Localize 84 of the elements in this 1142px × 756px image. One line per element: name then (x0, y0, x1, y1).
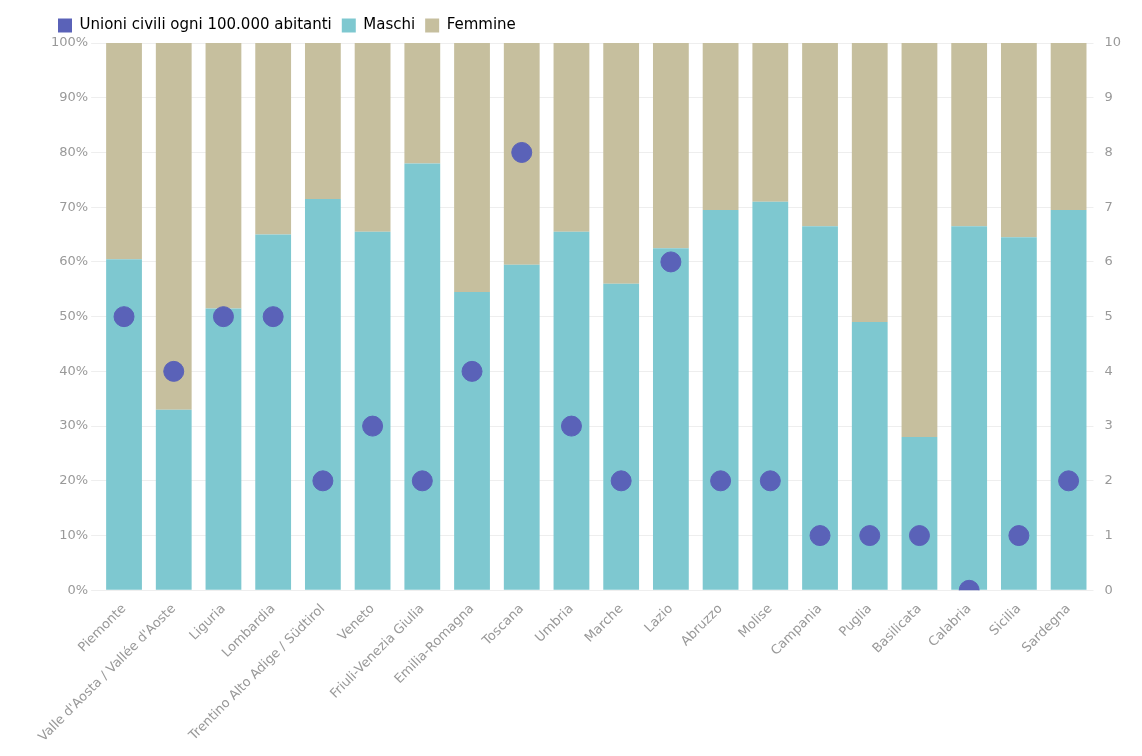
y2-tick-label: 3 (1104, 417, 1113, 433)
y2-tick-label: 2 (1104, 472, 1113, 488)
bar (304, 198, 341, 590)
bar (205, 43, 242, 309)
point (163, 360, 185, 382)
bar (255, 43, 292, 235)
bar (603, 43, 640, 284)
y2-tick-label: 10 (1104, 34, 1121, 50)
point (560, 415, 582, 437)
bar (553, 43, 590, 232)
y-tick-label: 10% (59, 526, 89, 542)
y2-tick-label: 1 (1104, 526, 1113, 542)
point (262, 306, 284, 328)
point (312, 470, 334, 492)
y2-tick-label: 7 (1104, 198, 1113, 214)
bar (603, 283, 640, 590)
bar (752, 43, 789, 202)
point (511, 141, 533, 163)
y-tick-label: 50% (59, 308, 89, 324)
y-tick-label: 100% (50, 34, 89, 50)
legend-label: Femmine (446, 15, 516, 34)
y-tick-label: 40% (59, 362, 89, 378)
bar (454, 292, 490, 590)
bar (503, 264, 540, 590)
bar (404, 163, 441, 590)
bar (652, 248, 689, 590)
bar (951, 226, 988, 590)
bar (1000, 237, 1037, 590)
point (1008, 525, 1030, 547)
bar (354, 43, 391, 232)
bar (702, 209, 739, 590)
bar (652, 43, 689, 249)
bar (752, 201, 789, 590)
bar (1000, 43, 1037, 238)
y2-tick-label: 6 (1104, 253, 1113, 269)
bar (354, 231, 391, 590)
bar (553, 231, 590, 590)
y2-tick-label: 8 (1104, 143, 1113, 159)
point (809, 525, 831, 547)
y-tick-label: 0% (67, 581, 89, 597)
y2-tick-label: 9 (1104, 89, 1113, 105)
point (908, 525, 930, 547)
bar (205, 308, 242, 590)
y-tick-label: 70% (59, 198, 89, 214)
point (660, 251, 682, 273)
y2-tick-label: 4 (1104, 362, 1113, 378)
legend-label: Maschi (363, 15, 416, 34)
point (759, 470, 781, 492)
point (113, 306, 135, 328)
bar (155, 43, 192, 410)
bar (454, 43, 490, 293)
bar (106, 259, 142, 590)
point (610, 470, 632, 492)
point (1058, 470, 1080, 492)
point (411, 470, 433, 492)
bar (901, 437, 938, 590)
y-tick-label: 20% (59, 472, 89, 488)
y-tick-label: 80% (59, 143, 89, 159)
point (859, 525, 881, 547)
point (461, 360, 483, 382)
point (362, 415, 384, 437)
bar (404, 43, 441, 164)
y-tick-label: 30% (59, 417, 89, 433)
legend-label: Unioni civili ogni 100.000 abitanti (79, 15, 332, 34)
bar (304, 43, 341, 199)
bar (255, 234, 292, 590)
bar (802, 226, 838, 590)
bar (1050, 209, 1087, 590)
y-tick-label: 60% (59, 253, 89, 269)
bar (106, 43, 142, 260)
y-tick-label: 90% (59, 89, 89, 105)
bar (901, 43, 938, 438)
bar (851, 43, 888, 323)
point (212, 306, 234, 328)
bar (702, 43, 739, 210)
y2-tick-label: 5 (1104, 308, 1113, 324)
bar (951, 43, 988, 227)
bar (1050, 43, 1087, 210)
bar (802, 43, 838, 227)
y2-tick-label: 0 (1104, 581, 1113, 597)
point (710, 470, 732, 492)
bar (155, 409, 192, 590)
bar (503, 43, 540, 265)
bar (851, 322, 888, 590)
